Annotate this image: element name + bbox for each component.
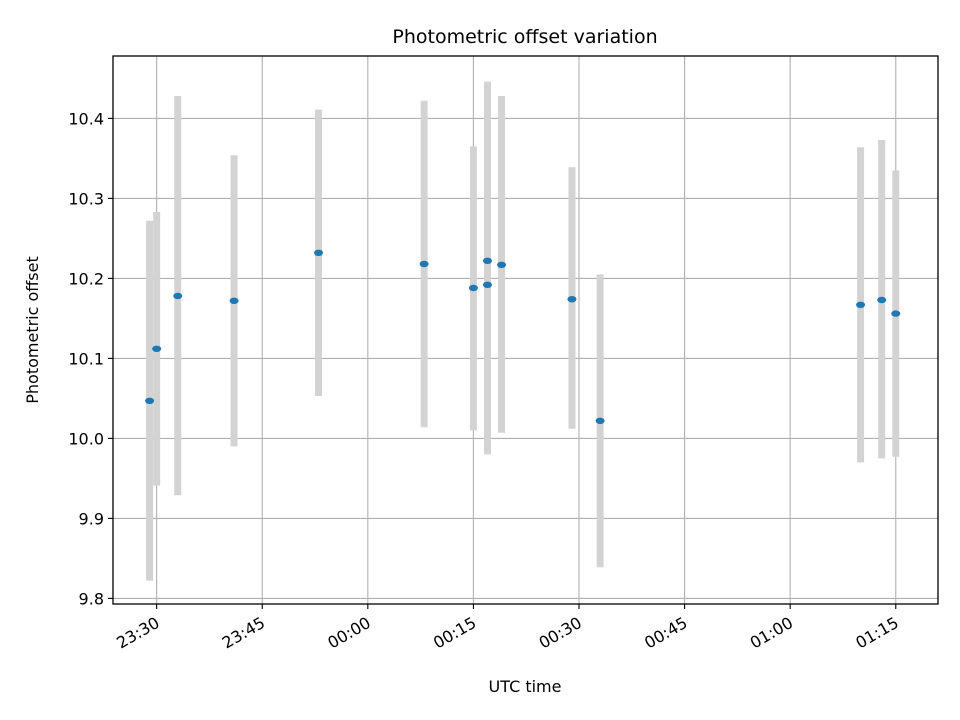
y-tick-label: 10.2: [68, 269, 104, 288]
data-point: [877, 296, 887, 304]
y-tick-label: 10.4: [68, 109, 104, 128]
data-point: [595, 417, 605, 424]
y-axis: 9.8 9.9 10.0 10.1 10.2 10.3 10.4: [68, 109, 113, 608]
y-tick-label: 9.8: [79, 589, 104, 608]
grid: [113, 56, 938, 604]
y-tick-label: 10.3: [68, 189, 104, 208]
data-points: [145, 249, 901, 424]
data-point: [482, 281, 492, 288]
x-axis-title: UTC time: [489, 677, 562, 696]
y-tick-label: 9.9: [79, 509, 104, 528]
data-point: [419, 260, 429, 268]
data-point: [152, 345, 162, 352]
data-point: [229, 297, 239, 304]
plot-frame: [112, 55, 939, 605]
data-point: [314, 249, 324, 256]
y-tick-label: 10.1: [68, 349, 104, 368]
data-point: [173, 292, 183, 300]
data-point: [497, 261, 507, 268]
y-axis-title: Photometric offset: [23, 256, 42, 404]
chart-title: Photometric offset variation: [392, 26, 657, 48]
data-point: [567, 296, 577, 303]
data-point: [145, 397, 155, 404]
data-point: [468, 284, 478, 292]
data-point: [891, 310, 901, 317]
data-point: [856, 301, 866, 308]
y-tick-label: 10.0: [68, 429, 104, 448]
data-point: [482, 257, 492, 264]
